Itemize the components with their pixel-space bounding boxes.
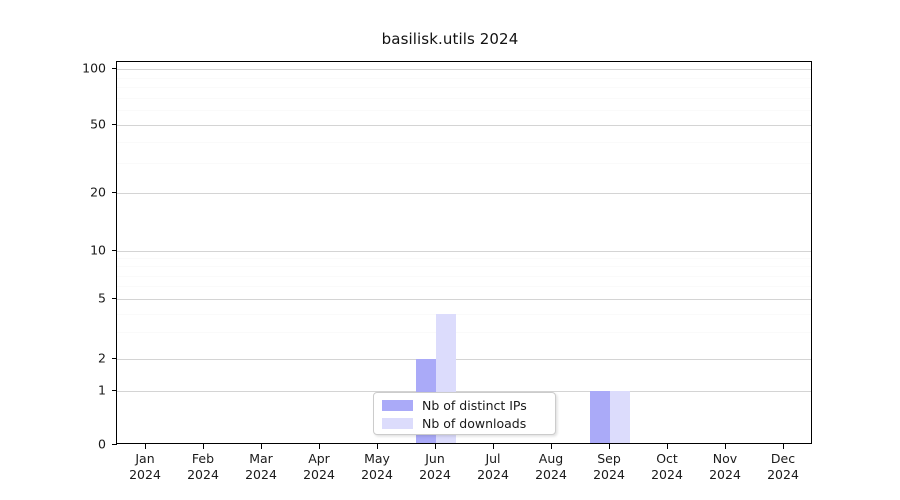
y-tick-mark (112, 192, 117, 194)
x-tick-label-nov: Nov 2024 (680, 451, 770, 483)
x-tick-year: 2024 (187, 467, 219, 482)
x-tick-label-apr: Apr 2024 (274, 451, 364, 483)
y-tick-label: 100 (82, 60, 106, 76)
x-tick-month: Jun (425, 451, 445, 466)
x-tick-year: 2024 (129, 467, 161, 482)
gridline (117, 266, 811, 268)
bar-sep-downloads (610, 391, 630, 443)
gridline (117, 359, 811, 360)
legend-swatch-icon (382, 418, 413, 429)
x-tick-year: 2024 (303, 467, 335, 482)
y-tick-label: 5 (98, 290, 106, 306)
chart-legend: Nb of distinct IPs Nb of downloads (373, 392, 556, 435)
x-tick-label-jun: Jun 2024 (390, 451, 480, 483)
y-tick-label: 50 (90, 116, 106, 132)
y-tick-mark (112, 124, 117, 126)
x-tick-label-oct: Oct 2024 (622, 451, 712, 483)
x-tick-month: Nov (712, 451, 738, 466)
gridline (117, 141, 811, 143)
x-tick-month: Jul (485, 451, 501, 466)
x-tick-mark (261, 444, 263, 449)
x-tick-month: Feb (191, 451, 215, 466)
y-tick-mark (112, 68, 117, 70)
gridline (117, 299, 811, 300)
legend-item[interactable]: Nb of distinct IPs (382, 397, 555, 414)
x-tick-label-may: May 2024 (332, 451, 422, 483)
x-tick-month: Dec (770, 451, 796, 466)
y-tick-label: 0 (98, 436, 106, 452)
x-tick-label-jul: Jul 2024 (448, 451, 538, 483)
gridline (117, 286, 811, 288)
gridline (117, 125, 811, 126)
y-tick-mark (112, 298, 117, 300)
x-tick-label-dec: Dec 2024 (738, 451, 828, 483)
plot-inner (117, 62, 811, 443)
x-tick-year: 2024 (477, 467, 509, 482)
x-tick-mark (667, 444, 669, 449)
gridline (117, 313, 811, 315)
x-tick-year: 2024 (245, 467, 277, 482)
gridline (117, 275, 811, 277)
x-tick-label-aug: Aug 2024 (506, 451, 596, 483)
x-tick-year: 2024 (767, 467, 799, 482)
legend-label: Nb of downloads (422, 416, 527, 431)
x-tick-month: Sep (597, 451, 621, 466)
gridline (117, 87, 811, 89)
gridline (117, 77, 811, 79)
y-tick-mark (112, 444, 117, 446)
x-tick-month: Jan (135, 451, 155, 466)
x-tick-year: 2024 (709, 467, 741, 482)
y-tick-mark (112, 390, 117, 392)
x-tick-label-feb: Feb 2024 (158, 451, 248, 483)
x-tick-year: 2024 (361, 467, 393, 482)
plot-area (116, 61, 812, 444)
gridline (117, 391, 811, 392)
legend-label: Nb of distinct IPs (422, 398, 527, 413)
gridline (117, 110, 811, 112)
x-tick-year: 2024 (419, 467, 451, 482)
legend-item[interactable]: Nb of downloads (382, 415, 555, 432)
x-tick-mark (319, 444, 321, 449)
gridline (117, 193, 811, 194)
y-tick-mark (112, 250, 117, 252)
x-tick-mark (783, 444, 785, 449)
x-tick-mark (145, 444, 147, 449)
x-tick-mark (725, 444, 727, 449)
x-tick-year: 2024 (651, 467, 683, 482)
y-tick-label: 20 (90, 184, 106, 200)
x-tick-mark (203, 444, 205, 449)
x-tick-label-sep: Sep 2024 (564, 451, 654, 483)
x-tick-year: 2024 (535, 467, 567, 482)
x-tick-month: Apr (308, 451, 330, 466)
gridline (117, 69, 811, 70)
legend-swatch-icon (382, 400, 413, 411)
y-tick-label: 2 (98, 350, 106, 366)
x-tick-month: Mar (249, 451, 273, 466)
y-tick-mark (112, 358, 117, 360)
gridline (117, 251, 811, 252)
gridline (117, 162, 811, 164)
y-tick-label: 1 (98, 382, 106, 398)
x-tick-mark (435, 444, 437, 449)
x-tick-mark (609, 444, 611, 449)
x-tick-year: 2024 (593, 467, 625, 482)
x-tick-label-jan: Jan 2024 (100, 451, 190, 483)
x-tick-mark (551, 444, 553, 449)
bar-sep-ips (590, 391, 610, 443)
x-tick-month: Oct (656, 451, 678, 466)
gridline (117, 332, 811, 334)
y-tick-label: 10 (90, 242, 106, 258)
chart-title: basilisk.utils 2024 (381, 30, 519, 48)
gridline (117, 97, 811, 99)
x-tick-month: Aug (538, 451, 564, 466)
x-tick-month: May (364, 451, 390, 466)
x-tick-mark (493, 444, 495, 449)
x-tick-label-mar: Mar 2024 (216, 451, 306, 483)
x-tick-mark (377, 444, 379, 449)
gridline (117, 258, 811, 260)
